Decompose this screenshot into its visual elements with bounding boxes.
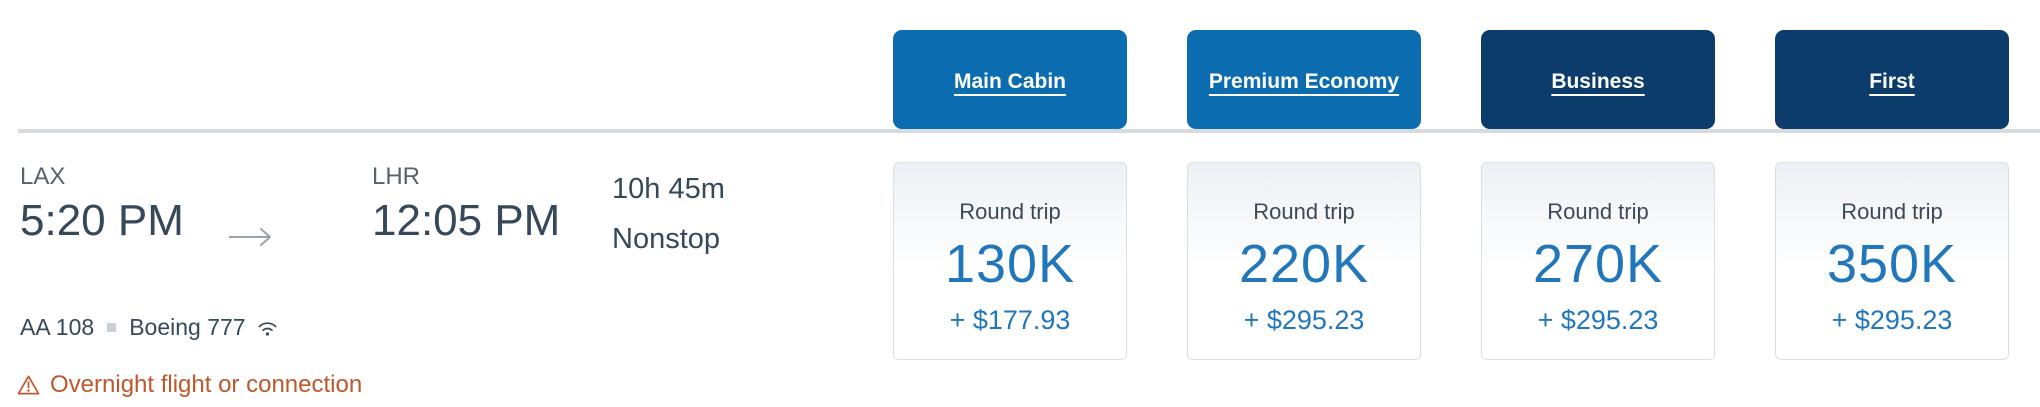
fare-miles: 270K — [1532, 234, 1664, 294]
trip-type-label: Round trip — [959, 199, 1061, 224]
flight-duration: 10h 45m — [612, 173, 725, 205]
cabin-tab-label: Main Cabin — [953, 70, 1066, 93]
column-business: Business Round trip 270K + $295.23 — [1481, 0, 1715, 360]
fare-cash: + $295.23 — [1243, 305, 1365, 335]
fare-cash: + $295.23 — [1537, 305, 1659, 335]
flight-stops: Nonstop — [612, 223, 721, 255]
arrival-time: 12:05 PM — [372, 196, 561, 245]
destination-block: LHR 12:05 PM — [372, 163, 560, 246]
fare-card-premium-economy[interactable]: Round trip 220K + $295.23 — [1187, 162, 1421, 360]
trip-type-label: Round trip — [1841, 199, 1943, 224]
cabin-tab-main-cabin[interactable]: Main Cabin — [893, 30, 1127, 129]
fare-miles: 130K — [944, 234, 1076, 294]
warning-text: Overnight flight or connection — [50, 371, 363, 398]
cabin-columns: Main Cabin Round trip 130K + $177.93 Pre… — [893, 0, 2009, 360]
flight-meta-row: AA 108 Boeing 777 — [20, 314, 279, 341]
column-first: First Round trip 350K + $295.23 — [1775, 0, 2009, 360]
duration-block: 10h 45m Nonstop — [612, 164, 725, 264]
fare-card-first[interactable]: Round trip 350K + $295.23 — [1775, 162, 2009, 360]
warning-row: Overnight flight or connection — [17, 371, 362, 399]
cabin-tab-label: Business — [1551, 70, 1645, 93]
trip-type-label: Round trip — [1547, 199, 1649, 224]
fare-card-main-cabin[interactable]: Round trip 130K + $177.93 — [893, 162, 1127, 360]
column-premium-economy: Premium Economy Round trip 220K + $295.2… — [1187, 0, 1421, 360]
trip-type-label: Round trip — [1253, 199, 1355, 224]
cabin-tab-first[interactable]: First — [1775, 30, 2009, 129]
aircraft-type: Boeing 777 — [129, 314, 246, 340]
fare-miles: 220K — [1238, 234, 1370, 294]
warning-triangle-icon — [17, 374, 40, 396]
column-main-cabin: Main Cabin Round trip 130K + $177.93 — [893, 0, 1127, 360]
cabin-tab-premium-economy[interactable]: Premium Economy — [1187, 30, 1421, 129]
fare-cash: + $177.93 — [949, 305, 1071, 335]
separator-bullet — [107, 323, 117, 332]
header-divider — [18, 129, 2040, 133]
fare-card-business[interactable]: Round trip 270K + $295.23 — [1481, 162, 1715, 360]
arrow-right-icon — [228, 226, 274, 253]
cabin-tab-business[interactable]: Business — [1481, 30, 1715, 129]
origin-block: LAX 5:20 PM — [20, 163, 184, 246]
wifi-icon — [256, 317, 279, 339]
flight-number: AA 108 — [20, 314, 95, 340]
departure-time: 5:20 PM — [20, 196, 184, 245]
fare-cash: + $295.23 — [1831, 305, 1953, 335]
cabin-tab-label: First — [1869, 70, 1915, 93]
origin-airport-code: LAX — [20, 163, 66, 190]
fare-miles: 350K — [1826, 234, 1958, 294]
destination-airport-code: LHR — [372, 163, 421, 190]
cabin-tab-label: Premium Economy — [1208, 70, 1400, 93]
